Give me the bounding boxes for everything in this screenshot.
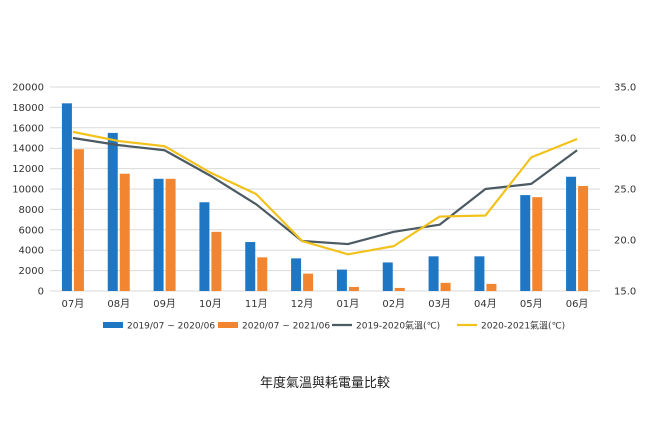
legend-label: 2020/07 ~ 2021/06: [242, 322, 330, 332]
bar-2019-3: [199, 202, 210, 291]
x-tick-label: 02月: [382, 298, 405, 310]
bar-2020-2: [165, 178, 176, 291]
bar-2020-10: [532, 197, 543, 291]
chart-caption: 年度氣溫與耗電量比較: [259, 376, 390, 391]
bar-2020-0: [73, 149, 84, 291]
y-right-tick-label: 30.0: [614, 134, 636, 145]
x-tick-label: 12月: [291, 298, 314, 310]
x-tick-label: 01月: [337, 298, 360, 310]
bar-2019-7: [382, 262, 393, 291]
line-2020-2021-temperature: [72, 130, 578, 256]
y-left-tick-label: 16000: [12, 123, 44, 134]
x-tick-label: 06月: [566, 298, 589, 310]
x-tick-label: 08月: [107, 298, 130, 310]
legend-swatch: [218, 322, 238, 328]
y-left-tick-label: 4000: [19, 246, 44, 257]
x-tick-label: 05月: [520, 298, 543, 310]
legend-label: 2020-2021氣溫(℃): [481, 320, 565, 332]
bar-2019-4: [245, 242, 256, 291]
bar-2020-3: [211, 231, 222, 291]
bar-2019-5: [291, 258, 302, 291]
y-right-tick-label: 20.0: [614, 236, 636, 247]
line-2019-2020-temperature: [72, 136, 578, 246]
y-right-tick-label: 25.0: [614, 185, 636, 196]
x-tick-label: 11月: [245, 298, 268, 310]
x-tick-label: 09月: [153, 298, 176, 310]
x-tick-label: 03月: [428, 298, 451, 310]
bar-2020-9: [486, 283, 497, 291]
bar-2019-6: [336, 269, 347, 291]
bar-2020-5: [303, 273, 314, 291]
bar-2020-7: [394, 287, 405, 291]
y-left-tick-label: 18000: [12, 103, 44, 114]
y-left-tick-label: 8000: [19, 205, 44, 216]
bar-2020-11: [578, 185, 589, 291]
bar-2019-9: [474, 256, 485, 291]
bar-2020-1: [119, 173, 130, 291]
y-left-tick-label: 14000: [12, 144, 44, 155]
y-right-tick-label: 35.0: [614, 83, 636, 94]
bar-2019-8: [428, 256, 439, 291]
x-tick-label: 10月: [199, 298, 222, 310]
combo-chart: 0 2000 4000 6000 8000 10000 12000 14000 16000 180…: [12, 83, 636, 332]
bar-2020-6: [348, 286, 359, 291]
legend-label: 2019-2020氣溫(℃): [356, 320, 440, 332]
y-left-tick-label: 10000: [12, 185, 44, 196]
legend-swatch: [103, 322, 123, 328]
bar-2019-10: [520, 195, 531, 291]
bar-2019-11: [566, 176, 577, 291]
y-left-tick-label: 2000: [19, 266, 44, 277]
bar-2020-8: [440, 282, 451, 291]
y-left-tick-label: 12000: [12, 164, 44, 175]
legend-label: 2019/07 ~ 2020/06: [127, 322, 215, 332]
bar-2019-0: [61, 103, 72, 291]
bar-2019-1: [107, 132, 118, 291]
y-right-tick-label: 15.0: [614, 287, 636, 298]
y-left-tick-label: 6000: [19, 225, 44, 236]
x-tick-label: 07月: [62, 298, 85, 310]
y-left-tick-label: 20000: [12, 83, 44, 94]
x-tick-label: 04月: [474, 298, 497, 310]
bar-2020-4: [257, 257, 268, 291]
bar-2019-2: [153, 178, 164, 291]
y-left-tick-label: 0: [38, 287, 44, 298]
